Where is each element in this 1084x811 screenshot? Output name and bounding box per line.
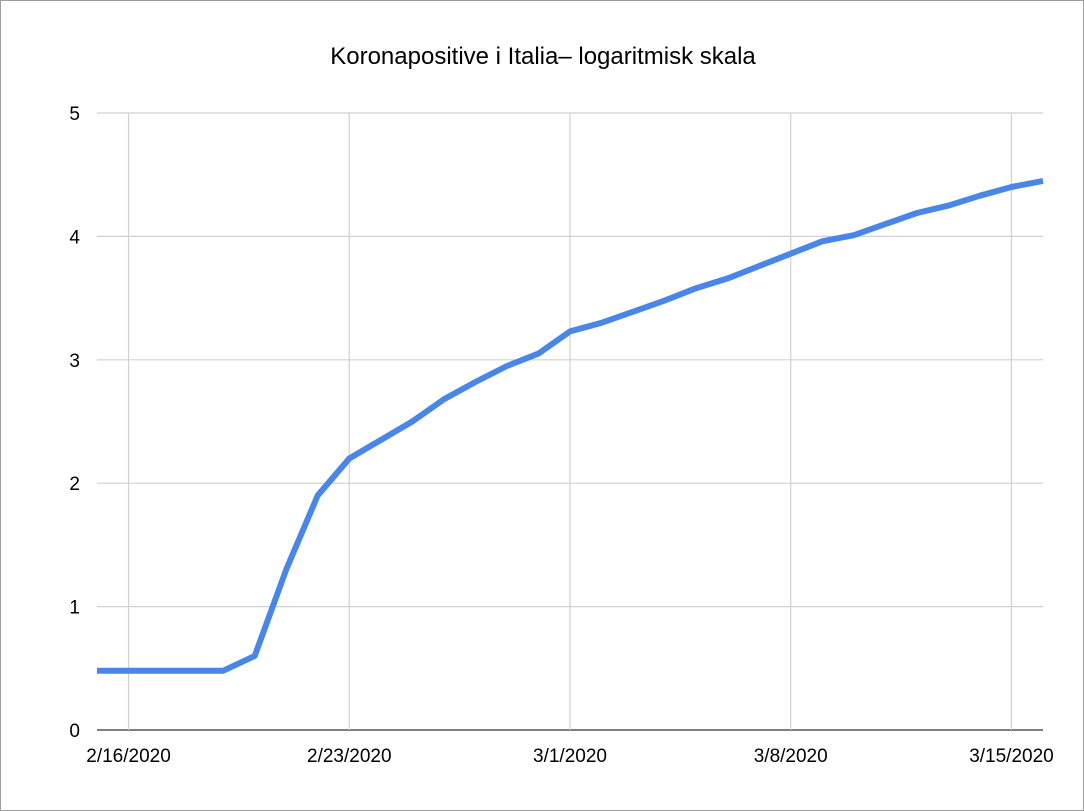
x-tick-label: 2/23/2020 [307, 746, 392, 767]
y-tick-label: 4 [69, 227, 80, 248]
x-tick-label: 3/1/2020 [533, 746, 607, 767]
y-tick-label: 0 [69, 721, 80, 742]
x-tick-label: 3/15/2020 [969, 746, 1054, 767]
y-tick-label: 1 [69, 598, 80, 619]
x-tick-label: 3/8/2020 [754, 746, 828, 767]
series-line [97, 177, 1044, 674]
series-layer [97, 177, 1044, 674]
grid-layer [97, 112, 1043, 731]
y-tick-label: 2 [69, 474, 80, 495]
chart-title: Koronapositive i Italia– logaritmisk ska… [330, 43, 756, 70]
y-tick-label: 3 [69, 351, 80, 372]
x-tick-label: 2/16/2020 [86, 746, 171, 767]
y-tick-label: 5 [69, 104, 80, 125]
tick-label-layer: 0 1 2 3 4 5 2/16/2020 2/23/2020 3/1/2020 3/8/2020… [69, 104, 1053, 767]
